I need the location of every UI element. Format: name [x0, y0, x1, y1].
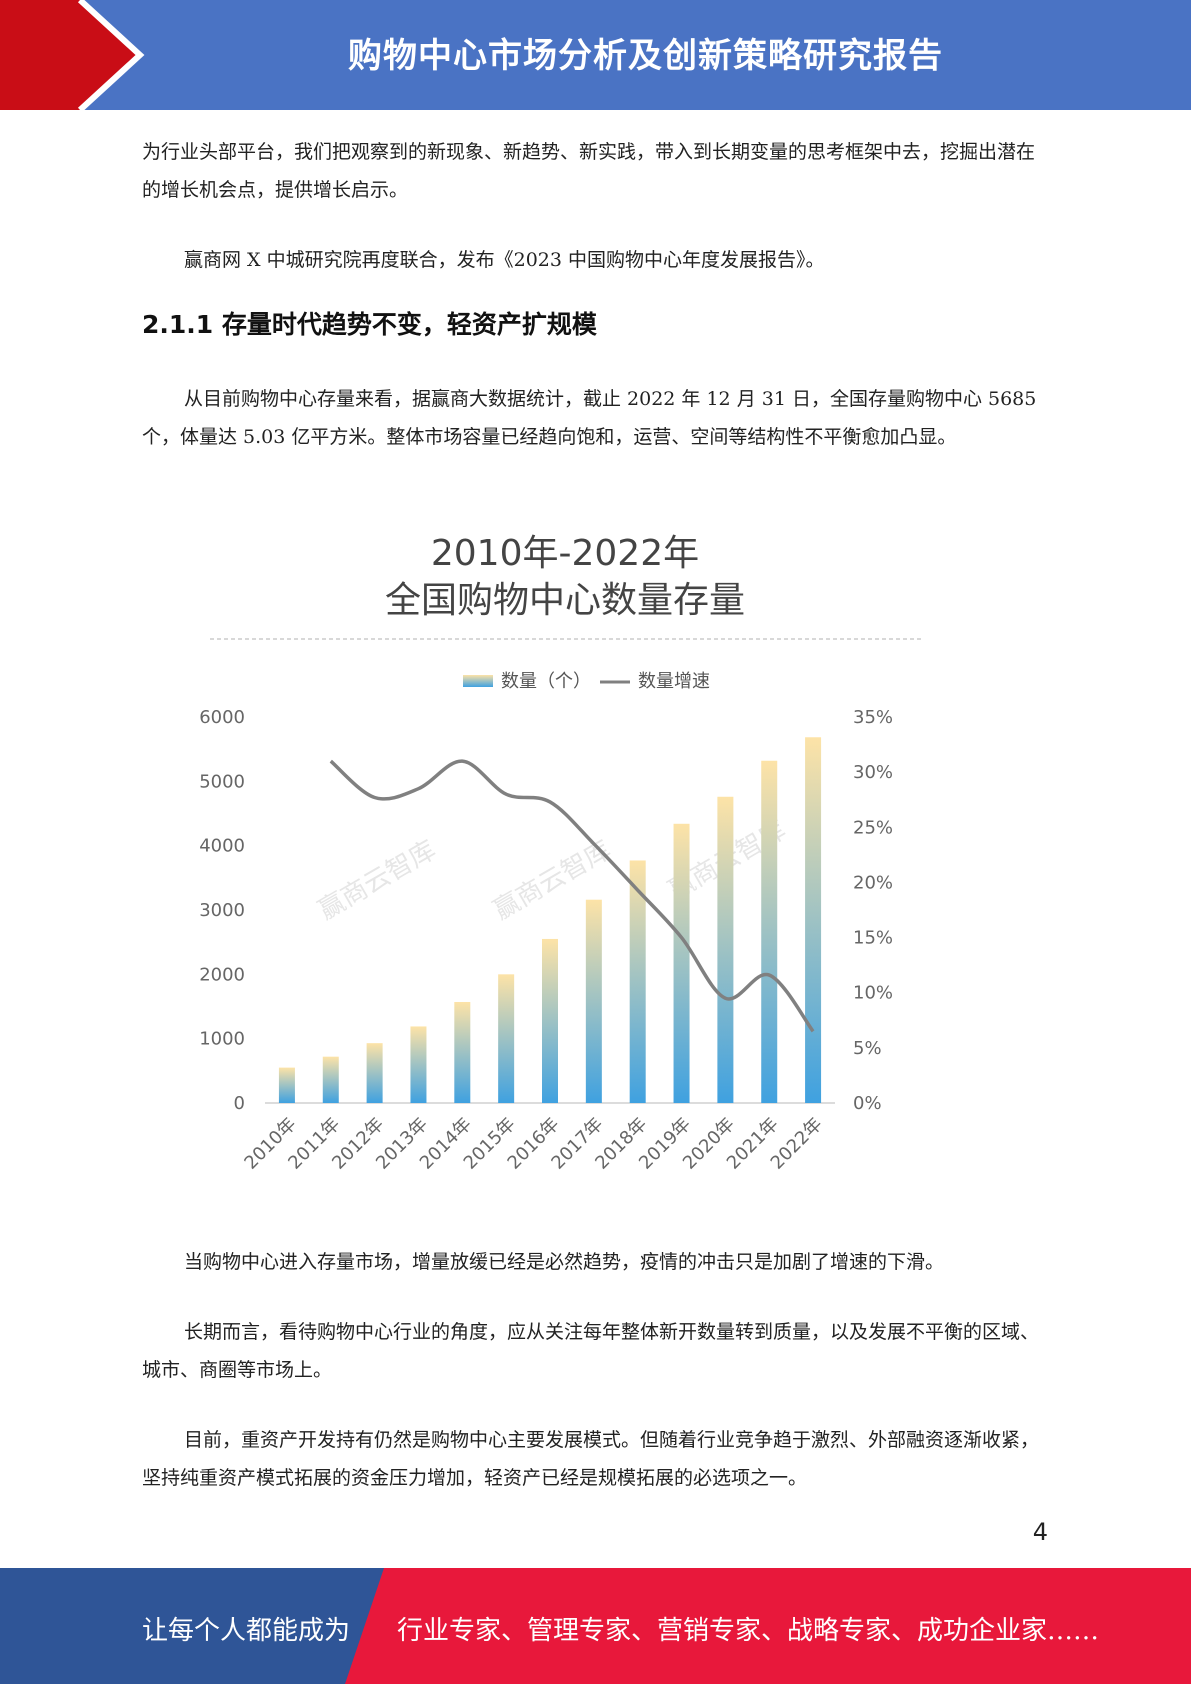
- watermark-text: 赢商云智库: [314, 835, 442, 926]
- legend-line-label: 数量增速: [638, 671, 710, 692]
- bar: [585, 899, 602, 1103]
- y-right-tick-label: 5%: [853, 1038, 882, 1059]
- bar: [498, 974, 515, 1103]
- shopping-center-stock-chart: 2010年-2022年 全国购物中心数量存量 数量（个） 数量增速 赢商云智库 …: [199, 533, 923, 1174]
- paragraph-asset-model: 目前，重资产开发持有仍然是购物中心主要发展模式。但随着行业竞争趋于激烈、外部融资…: [142, 1429, 1040, 1489]
- growth-rate-line: [329, 759, 815, 1033]
- paragraph-release: 赢商网 X 中城研究院再度联合，发布《2023 中国购物中心年度发展报告》。: [184, 249, 825, 271]
- bar: [454, 1001, 471, 1103]
- y-right-tick-label: 35%: [853, 707, 893, 728]
- footer-slogan-right: 行业专家、管理专家、营销专家、战略专家、成功企业家……: [397, 1616, 1100, 1646]
- paragraph-intro: 为行业头部平台，我们把观察到的新现象、新趋势、新实践，带入到长期变量的思考框架中…: [142, 141, 1036, 201]
- bar: [673, 823, 690, 1103]
- plot-area: 0 1000 2000 3000 4000 5000 6000 0% 5% 10% 15% 20% 25…: [199, 707, 893, 1174]
- y-left-tick-label: 5000: [199, 771, 245, 792]
- bar: [761, 760, 778, 1103]
- bar: [322, 1056, 339, 1103]
- y-left-tick-label: 6000: [199, 707, 245, 728]
- chart-title-line2: 全国购物中心数量存量: [385, 580, 745, 621]
- paragraph-long-term: 长期而言，看待购物中心行业的角度，应从关注每年整体新开数量转到质量，以及发展不平…: [142, 1321, 1040, 1381]
- section-heading: 2.1.1 存量时代趋势不变，轻资产扩规模: [142, 310, 597, 339]
- bar: [278, 1067, 295, 1103]
- y-right-tick-label: 15%: [853, 928, 893, 949]
- y-left-tick-label: 2000: [199, 964, 245, 985]
- page-footer: 让每个人都能成为 行业专家、管理专家、营销专家、战略专家、成功企业家……: [0, 1568, 1191, 1684]
- report-title: 购物中心市场分析及创新策略研究报告: [348, 36, 943, 76]
- bar: [542, 938, 558, 1103]
- y-right-tick-label: 10%: [853, 983, 893, 1004]
- bar: [805, 737, 822, 1103]
- legend-bar-label: 数量（个）: [501, 671, 591, 692]
- y-left-tick-label: 1000: [199, 1029, 245, 1050]
- bar: [717, 796, 734, 1103]
- header-arrow-decoration: [0, 0, 145, 110]
- y-right-tick-label: 0%: [853, 1093, 882, 1114]
- chart-title-line1: 2010年-2022年: [431, 533, 699, 574]
- legend-bar-swatch: [463, 675, 493, 687]
- page-header: 购物中心市场分析及创新策略研究报告: [0, 0, 1191, 110]
- bar: [366, 1043, 383, 1103]
- y-left-tick-label: 3000: [199, 900, 245, 921]
- footer-slogan-left: 让每个人都能成为: [142, 1616, 351, 1646]
- paragraph-slowdown: 当购物中心进入存量市场，增量放缓已经是必然趋势，疫情的冲击只是加剧了增速的下滑。: [184, 1251, 945, 1273]
- y-right-tick-label: 25%: [853, 817, 893, 838]
- y-right-tick-label: 30%: [853, 762, 893, 783]
- page-number: 4: [1032, 1518, 1048, 1546]
- chart-legend: 数量（个） 数量增速: [463, 671, 710, 692]
- bar: [629, 860, 646, 1103]
- paragraph-stock: 从目前购物中心存量来看，据赢商大数据统计，截止 2022 年 12 月 31 日…: [142, 388, 1037, 448]
- y-left-tick-label: 4000: [199, 836, 245, 857]
- y-left-tick-label: 0: [234, 1093, 245, 1114]
- footer-background: [0, 1568, 1191, 1684]
- bar: [410, 1026, 427, 1103]
- y-right-tick-label: 20%: [853, 872, 893, 893]
